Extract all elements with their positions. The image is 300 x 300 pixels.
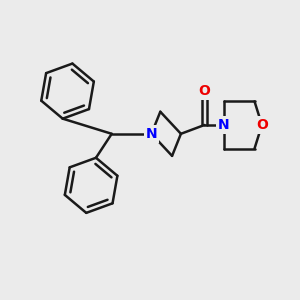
Text: N: N xyxy=(146,127,157,141)
Text: O: O xyxy=(256,118,268,132)
Text: N: N xyxy=(218,118,230,132)
Text: O: O xyxy=(199,84,210,98)
